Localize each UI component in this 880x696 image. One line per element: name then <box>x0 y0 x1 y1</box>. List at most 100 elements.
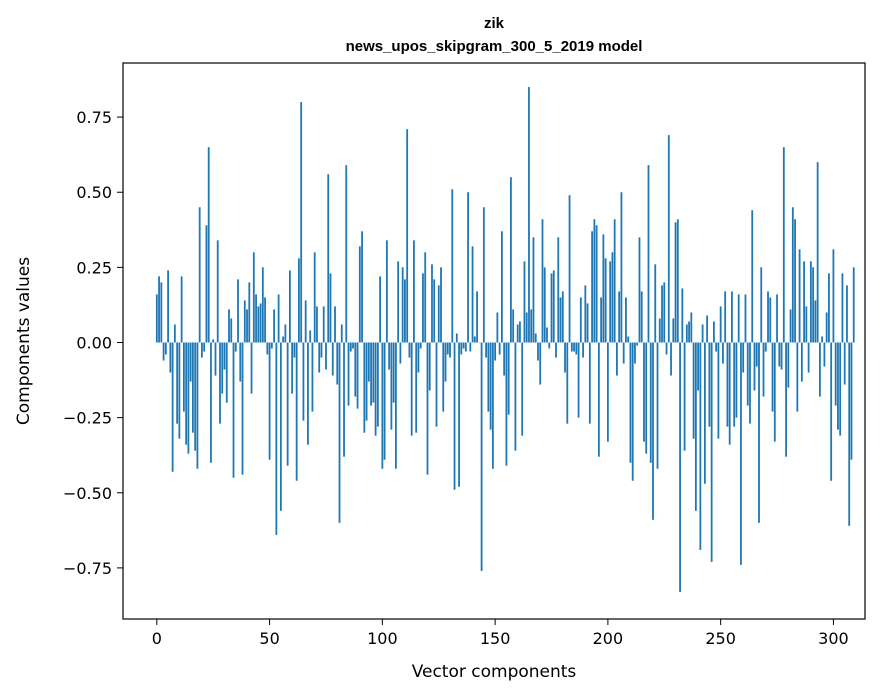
bar <box>361 231 363 343</box>
bar <box>627 336 630 343</box>
bar <box>214 342 217 376</box>
bar <box>746 342 749 406</box>
bar <box>649 342 652 463</box>
bar <box>169 342 172 373</box>
bar <box>485 342 487 358</box>
bar <box>834 342 837 406</box>
y-axis-ticks: −0.75 −0.50 −0.25 0.00 0.25 0.50 0.75 <box>63 108 123 578</box>
bar <box>444 342 447 382</box>
bar <box>160 282 163 343</box>
bar <box>352 342 354 349</box>
bar <box>419 342 422 349</box>
bar <box>672 318 675 343</box>
bar <box>376 342 379 427</box>
bar <box>316 306 318 343</box>
bar <box>343 342 345 457</box>
bar <box>347 342 350 406</box>
bar <box>379 276 381 343</box>
bar <box>304 300 307 343</box>
bar <box>530 309 533 343</box>
y-axis-label: Components values <box>14 257 34 425</box>
bar <box>489 342 492 430</box>
bar <box>514 342 517 451</box>
y-tick-label: −0.25 <box>63 409 112 428</box>
bar <box>726 342 729 427</box>
x-tick-label: 100 <box>367 629 398 648</box>
bar <box>712 321 715 343</box>
bar <box>201 342 203 358</box>
bar <box>654 264 657 343</box>
bar <box>270 342 273 349</box>
bar <box>164 342 167 355</box>
x-tick-label: 300 <box>818 629 849 648</box>
bar <box>507 342 510 415</box>
y-tick-label: 0.75 <box>76 108 112 127</box>
bar <box>171 342 174 472</box>
bar <box>385 240 388 343</box>
x-axis-ticks: 0 50 100 150 200 250 300 <box>152 619 849 648</box>
bar-series <box>155 87 855 592</box>
bar <box>203 342 206 352</box>
bar <box>658 318 661 343</box>
bar <box>735 342 738 418</box>
bar <box>683 342 686 451</box>
bar <box>440 267 442 343</box>
bar <box>694 342 697 511</box>
bar <box>277 294 280 343</box>
bar <box>329 273 332 343</box>
bar <box>257 306 260 343</box>
bar <box>252 252 255 343</box>
bar <box>579 297 582 343</box>
bar <box>818 342 821 397</box>
bar <box>758 342 760 523</box>
bar <box>374 342 377 436</box>
bar <box>638 237 641 343</box>
bar <box>433 279 436 343</box>
bar <box>516 324 519 343</box>
bar <box>625 297 627 343</box>
bar <box>435 342 438 427</box>
bar <box>670 342 672 376</box>
bar <box>205 225 208 343</box>
bar <box>692 342 695 439</box>
bar <box>846 285 848 343</box>
bar <box>703 342 706 484</box>
bar <box>837 342 839 430</box>
bar <box>383 342 386 460</box>
bar <box>255 294 257 343</box>
bar <box>261 267 264 343</box>
bar <box>550 273 553 343</box>
bar <box>178 342 181 439</box>
bar <box>631 342 634 481</box>
bar <box>370 342 372 406</box>
bar <box>600 297 603 343</box>
bar <box>413 240 415 343</box>
bar <box>575 342 578 355</box>
bar <box>473 336 476 343</box>
bar <box>345 165 348 343</box>
bar <box>821 336 824 343</box>
bar <box>656 342 659 469</box>
bar <box>764 342 767 352</box>
bar <box>539 342 542 385</box>
chart-title: zik <box>484 15 505 32</box>
bar <box>293 342 296 358</box>
bar <box>681 288 684 343</box>
bar <box>246 309 248 343</box>
bar <box>715 342 718 352</box>
bar <box>762 342 765 397</box>
bar <box>496 312 499 343</box>
bar <box>839 342 842 436</box>
bar <box>699 342 702 550</box>
bar <box>519 321 521 343</box>
bar <box>453 342 456 490</box>
bar <box>198 207 201 343</box>
bar <box>325 342 327 370</box>
bar <box>275 342 278 535</box>
bar <box>397 261 400 343</box>
bar <box>791 207 794 343</box>
bar <box>498 342 501 355</box>
x-tick-label: 200 <box>593 629 624 648</box>
bar <box>512 309 515 343</box>
bar <box>406 129 409 343</box>
